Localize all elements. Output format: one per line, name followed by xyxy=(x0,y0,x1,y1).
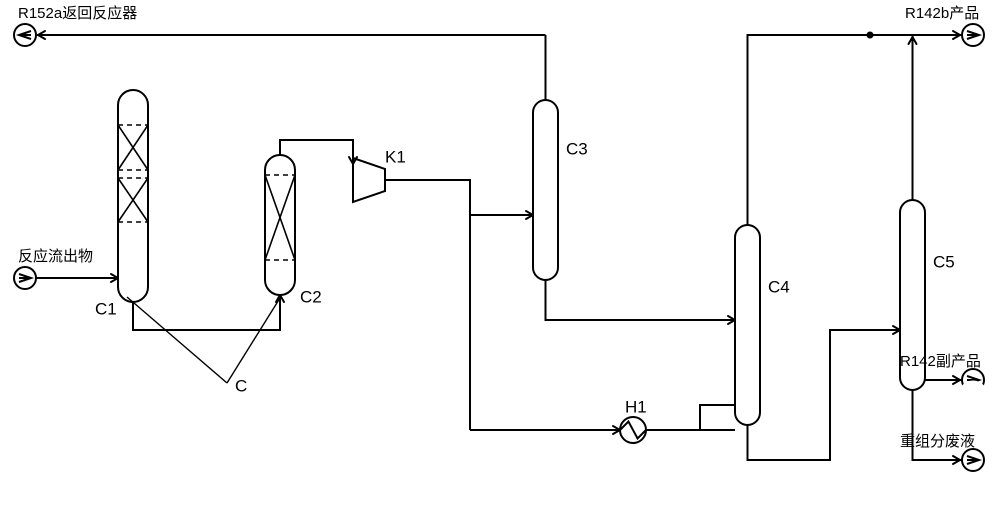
tag-c1: C1 xyxy=(95,299,117,318)
column-c1 xyxy=(118,90,148,302)
port-r142b-product xyxy=(962,24,984,46)
label-r142-byproduct: R142副产品 xyxy=(900,353,981,370)
tag-c: C xyxy=(235,376,247,395)
label-r152a-return: R152a返回反应器 xyxy=(18,4,137,22)
tag-k1: K1 xyxy=(385,147,406,166)
port-reaction-effluent xyxy=(14,267,36,289)
process-flow-diagram: R152a返回反应器 R142b产品反应流出物 R142副产品重组分废液 C1 C2 C K… xyxy=(0,0,1000,522)
column-c2 xyxy=(265,155,295,295)
tag-c3: C3 xyxy=(566,139,588,158)
label-reaction-effluent: 反应流出物 xyxy=(18,247,93,265)
tag-c5: C5 xyxy=(933,252,955,271)
label-r142b-product: R142b产品 xyxy=(905,5,979,22)
compressor-k1 xyxy=(353,158,385,202)
tag-h1: H1 xyxy=(625,397,647,416)
label-heavy-waste: 重组分废液 xyxy=(900,433,975,450)
tag-c2: C2 xyxy=(300,287,322,306)
port-heavy-waste xyxy=(962,449,984,471)
column-c4 xyxy=(735,225,760,425)
port-r152a-return xyxy=(14,24,36,46)
tag-c4: C4 xyxy=(768,277,790,296)
heat-exchanger-h1 xyxy=(620,417,646,443)
column-c3 xyxy=(533,100,558,280)
